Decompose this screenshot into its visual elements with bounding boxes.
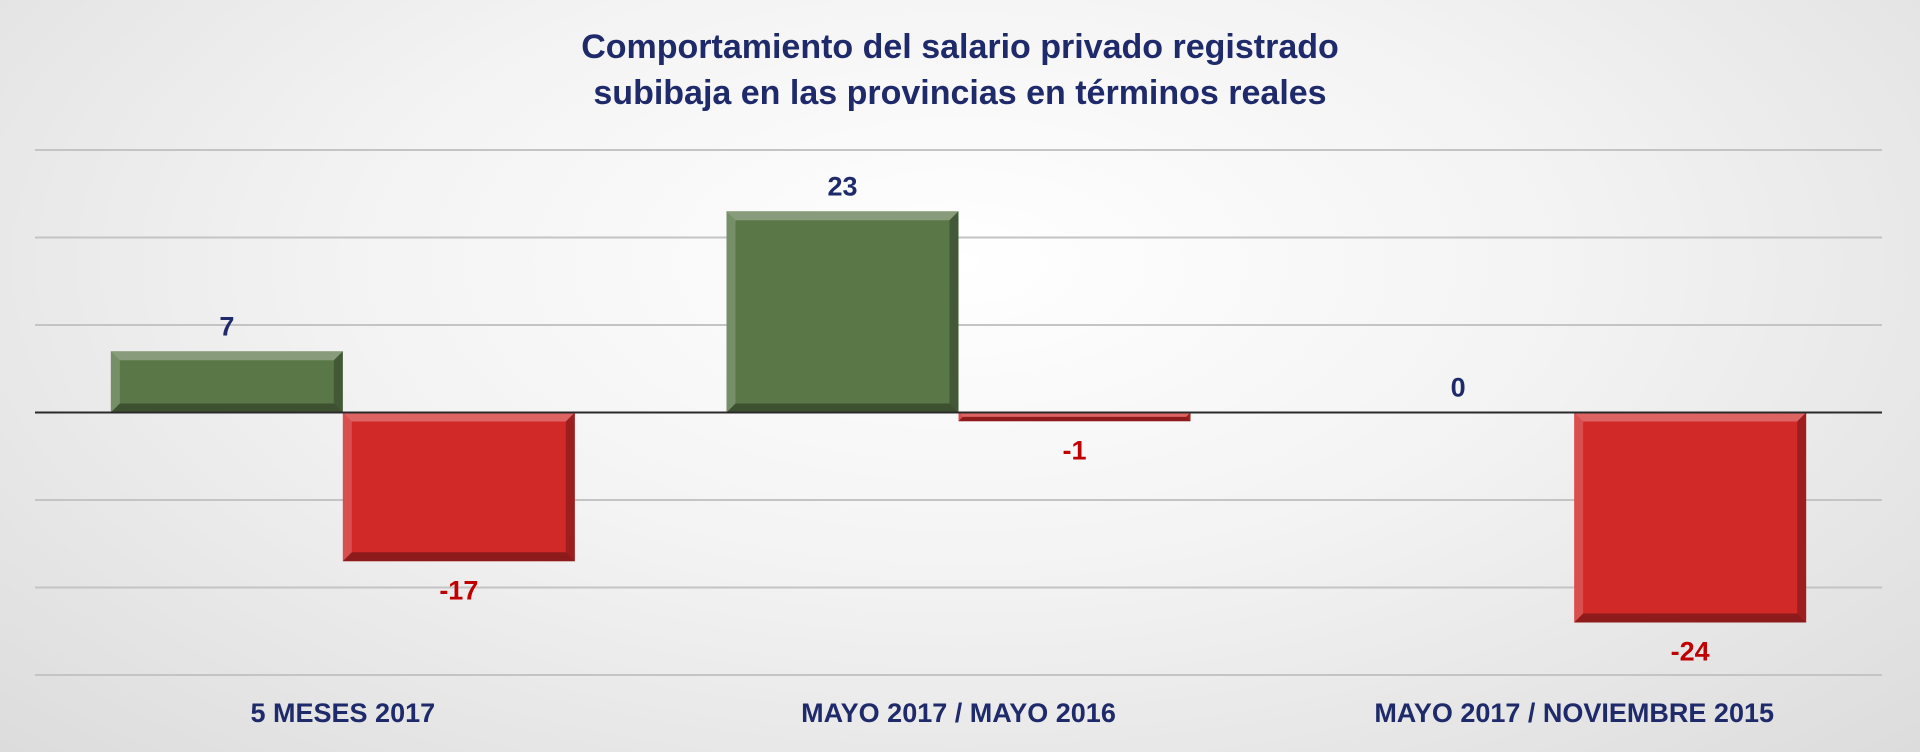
bar: [726, 211, 959, 413]
bar-bevel-top: [1574, 412, 1807, 422]
bar-face: [1574, 412, 1807, 623]
bar: [958, 412, 1191, 422]
data-label: -24: [1671, 637, 1710, 667]
bar-bevel-right: [1797, 412, 1807, 623]
bar: [110, 351, 343, 413]
bar-bevel-bottom: [958, 416, 1191, 422]
bar-bevel-bottom: [726, 403, 959, 413]
bar-face: [726, 211, 959, 413]
data-label: -1: [1062, 435, 1086, 465]
bar-bevel-bottom: [1574, 613, 1807, 623]
bar-bevel-top: [110, 351, 343, 361]
data-label: -17: [439, 575, 478, 605]
bar-bevel-right: [1186, 412, 1191, 422]
chart-title-line-1: Comportamiento del salario privado regis…: [581, 28, 1339, 66]
bar-bevel-top: [342, 412, 575, 422]
bar-face: [958, 412, 1191, 422]
bar: [1574, 412, 1807, 623]
bar: [342, 412, 575, 562]
bar-face: [342, 412, 575, 562]
x-tick-label: 5 MESES 2017: [251, 698, 436, 728]
bar-bevel-bottom: [342, 552, 575, 562]
bar-bevel-left: [958, 412, 963, 422]
bar-bevel-left: [1574, 412, 1584, 623]
bar-bevel-top: [958, 412, 1191, 417]
bars: [110, 211, 1807, 623]
bar-face: [110, 351, 343, 413]
data-label: 0: [1451, 373, 1466, 403]
x-tick-label: MAYO 2017 / MAYO 2016: [801, 698, 1116, 728]
bar-bevel-right: [565, 412, 575, 562]
bar-bevel-bottom: [110, 403, 343, 413]
data-label: 7: [219, 311, 234, 341]
bar-bevel-left: [342, 412, 352, 562]
bar-bevel-left: [110, 351, 120, 413]
data-labels: 7 -17 23 -1 0 -24: [219, 171, 1709, 666]
bar-bevel-right: [949, 211, 959, 413]
bar-bevel-top: [726, 211, 959, 221]
bar-bevel-left: [726, 211, 736, 413]
chart-title-line-2: subibaja en las provincias en términos r…: [593, 74, 1326, 112]
x-tick-label: MAYO 2017 / NOVIEMBRE 2015: [1374, 698, 1774, 728]
data-label: 23: [827, 171, 857, 201]
bar-bevel-right: [333, 351, 343, 413]
